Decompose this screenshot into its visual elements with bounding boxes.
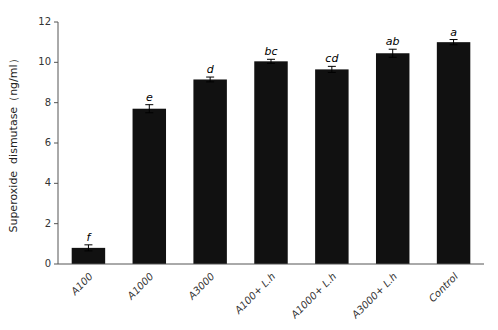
error-cap <box>389 57 397 58</box>
x-tick-label: A1000+ L.h <box>288 271 338 321</box>
x-tick-label: A100 <box>68 271 95 298</box>
error-bar <box>145 105 153 113</box>
y-tick <box>54 143 58 144</box>
significance-label: bc <box>264 45 277 58</box>
error-line <box>271 59 272 63</box>
bar <box>315 69 348 264</box>
error-cap <box>328 72 336 73</box>
y-tick <box>54 102 58 103</box>
error-cap <box>84 250 92 251</box>
error-bar <box>206 77 214 82</box>
x-tick-label: A3000 <box>185 271 216 302</box>
error-cap <box>145 104 153 105</box>
bar <box>254 61 287 264</box>
significance-label: f <box>86 231 92 244</box>
y-tick-label: 0 <box>45 258 51 269</box>
error-line <box>149 105 150 113</box>
bar <box>437 42 470 264</box>
y-tick-label: 10 <box>38 56 51 67</box>
error-cap <box>389 49 397 50</box>
significance-label: a <box>450 26 457 39</box>
error-cap <box>145 112 153 113</box>
error-line <box>88 245 89 251</box>
y-tick-label: 4 <box>45 177 51 188</box>
y-tick-label: 6 <box>45 137 51 148</box>
y-tick-label: 12 <box>38 16 51 27</box>
y-tick <box>54 264 58 265</box>
y-tick <box>54 183 58 184</box>
error-cap <box>267 59 275 60</box>
y-tick <box>54 62 58 63</box>
error-cap <box>206 81 214 82</box>
error-cap <box>84 244 92 245</box>
error-cap <box>328 66 336 67</box>
bar <box>376 53 409 264</box>
error-cap <box>267 63 275 64</box>
y-tick <box>54 22 58 23</box>
y-tick-label: 2 <box>45 218 51 229</box>
error-bar <box>84 245 92 251</box>
error-bar <box>450 40 458 45</box>
error-bar <box>328 66 336 72</box>
x-tick-label: A3000+ L.h <box>349 271 399 321</box>
significance-label: e <box>146 91 153 104</box>
error-bar <box>389 49 397 57</box>
bar <box>133 109 166 264</box>
x-tick-label: A100+ L.h <box>232 271 278 317</box>
y-tick <box>54 223 58 224</box>
y-axis-label: Superoxide dismutase（ng/ml） <box>7 53 20 232</box>
x-tick-label: A1000 <box>124 271 155 302</box>
chart-container: f e d bc cd ab a 0 2 4 6 8 10 12 A100 A1000 A3000 A100+ L… <box>0 0 498 330</box>
error-line <box>210 77 211 82</box>
x-axis-line <box>58 264 484 265</box>
significance-label: cd <box>325 52 339 65</box>
error-cap <box>206 77 214 78</box>
significance-label: ab <box>386 35 400 48</box>
bar <box>193 79 226 264</box>
x-tick-label: Control <box>427 271 461 305</box>
significance-label: d <box>207 63 215 76</box>
error-cap <box>450 39 458 40</box>
error-cap <box>450 44 458 45</box>
error-line <box>392 49 393 57</box>
y-tick-label: 8 <box>45 97 51 108</box>
error-line <box>331 66 332 72</box>
error-bar <box>267 59 275 63</box>
chart: f e d bc cd ab a 0 2 4 6 8 10 12 A100 A1000 A3000 A100+ L… <box>0 0 498 330</box>
error-line <box>453 40 454 45</box>
plot-area <box>72 40 471 264</box>
